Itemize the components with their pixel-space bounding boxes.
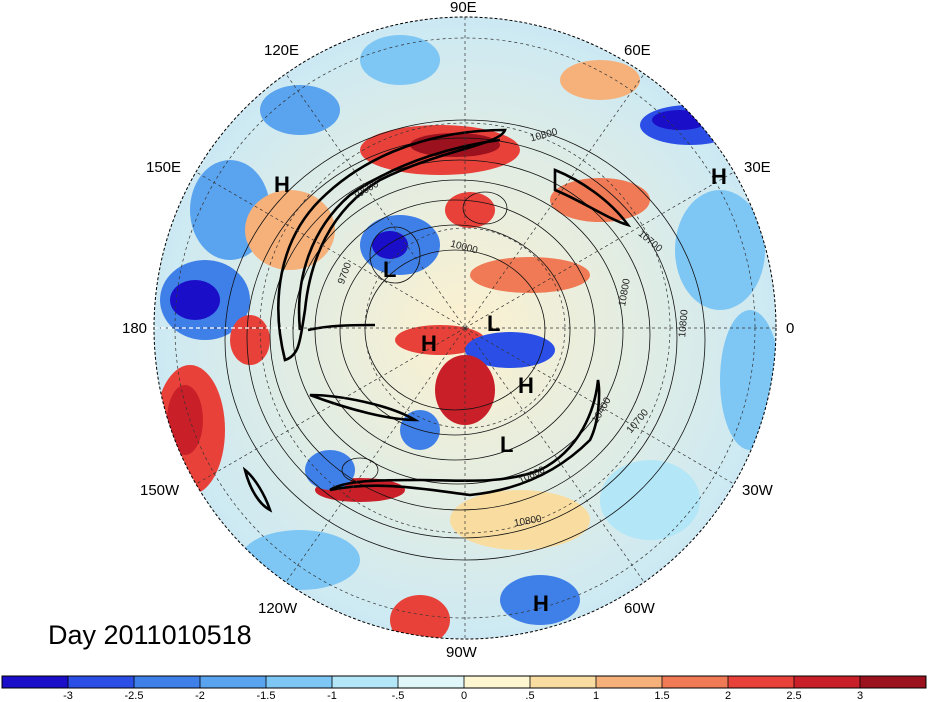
colorbar-segment [794, 676, 861, 688]
colorbar-segment [530, 676, 597, 688]
lon-label-90e: 90E [450, 0, 477, 16]
colorbar-tick-label: -2.5 [124, 690, 144, 702]
lon-label-150w: 150W [140, 482, 180, 499]
colorbar-tick-label: -2 [195, 690, 205, 702]
colorbar-segment [266, 676, 333, 688]
colorbar-tick-label: -1.5 [256, 690, 276, 702]
colorbar-tick-label: 3 [856, 690, 864, 702]
low-center-label: L [487, 311, 501, 336]
colorbar-tick-label: -3 [63, 690, 73, 702]
high-center-label: H [274, 172, 290, 197]
colorbar-segment [728, 676, 795, 688]
lon-label-60w: 60W [624, 600, 655, 617]
lon-label-0: 0 [786, 320, 795, 337]
colorbar-segment [200, 676, 267, 688]
lon-label-30w: 30W [742, 482, 773, 499]
lon-label-150e: 150E [146, 159, 182, 176]
lon-label-180: 180 [122, 320, 148, 337]
colorbar-tick-label: -1 [327, 690, 337, 702]
colorbar-tick-label: 0 [460, 690, 468, 702]
colorbar-segment [134, 676, 201, 688]
colorbar-segment [398, 676, 465, 688]
colorbar-segment [332, 676, 399, 688]
colorbar-segment [68, 676, 135, 688]
colorbar-segment [464, 676, 531, 688]
lon-label-120w: 120W [258, 600, 298, 617]
colorbar-tick-label: -.5 [391, 690, 405, 702]
colorbar-segment [662, 676, 729, 688]
date-title: Day 2011010518 [48, 620, 252, 650]
colorbar-tick-label: 1 [592, 690, 600, 702]
lon-label-60e: 60E [624, 42, 651, 59]
high-center-label: H [518, 373, 534, 398]
low-center-label: L [383, 257, 397, 282]
colorbar-segment [596, 676, 663, 688]
colorbar-segment [2, 676, 69, 688]
low-center-label: L [500, 432, 514, 457]
colorbar [1, 675, 927, 689]
high-center-label: H [533, 591, 549, 616]
colorbar-tick-label: 2.5 [786, 690, 802, 702]
colorbar-tick-label: 1.5 [654, 690, 670, 702]
anomaly-field [154, 17, 776, 639]
lon-label-120e: 120E [264, 42, 300, 59]
colorbar-segment [860, 676, 927, 688]
lon-label-30e: 30E [744, 159, 771, 176]
colorbar-tick-label: .5 [525, 690, 535, 702]
high-center-label: H [421, 331, 437, 356]
colorbar-tick-label: 2 [724, 690, 732, 702]
lon-label-90w: 90W [446, 644, 477, 661]
high-center-label: H [711, 164, 727, 189]
